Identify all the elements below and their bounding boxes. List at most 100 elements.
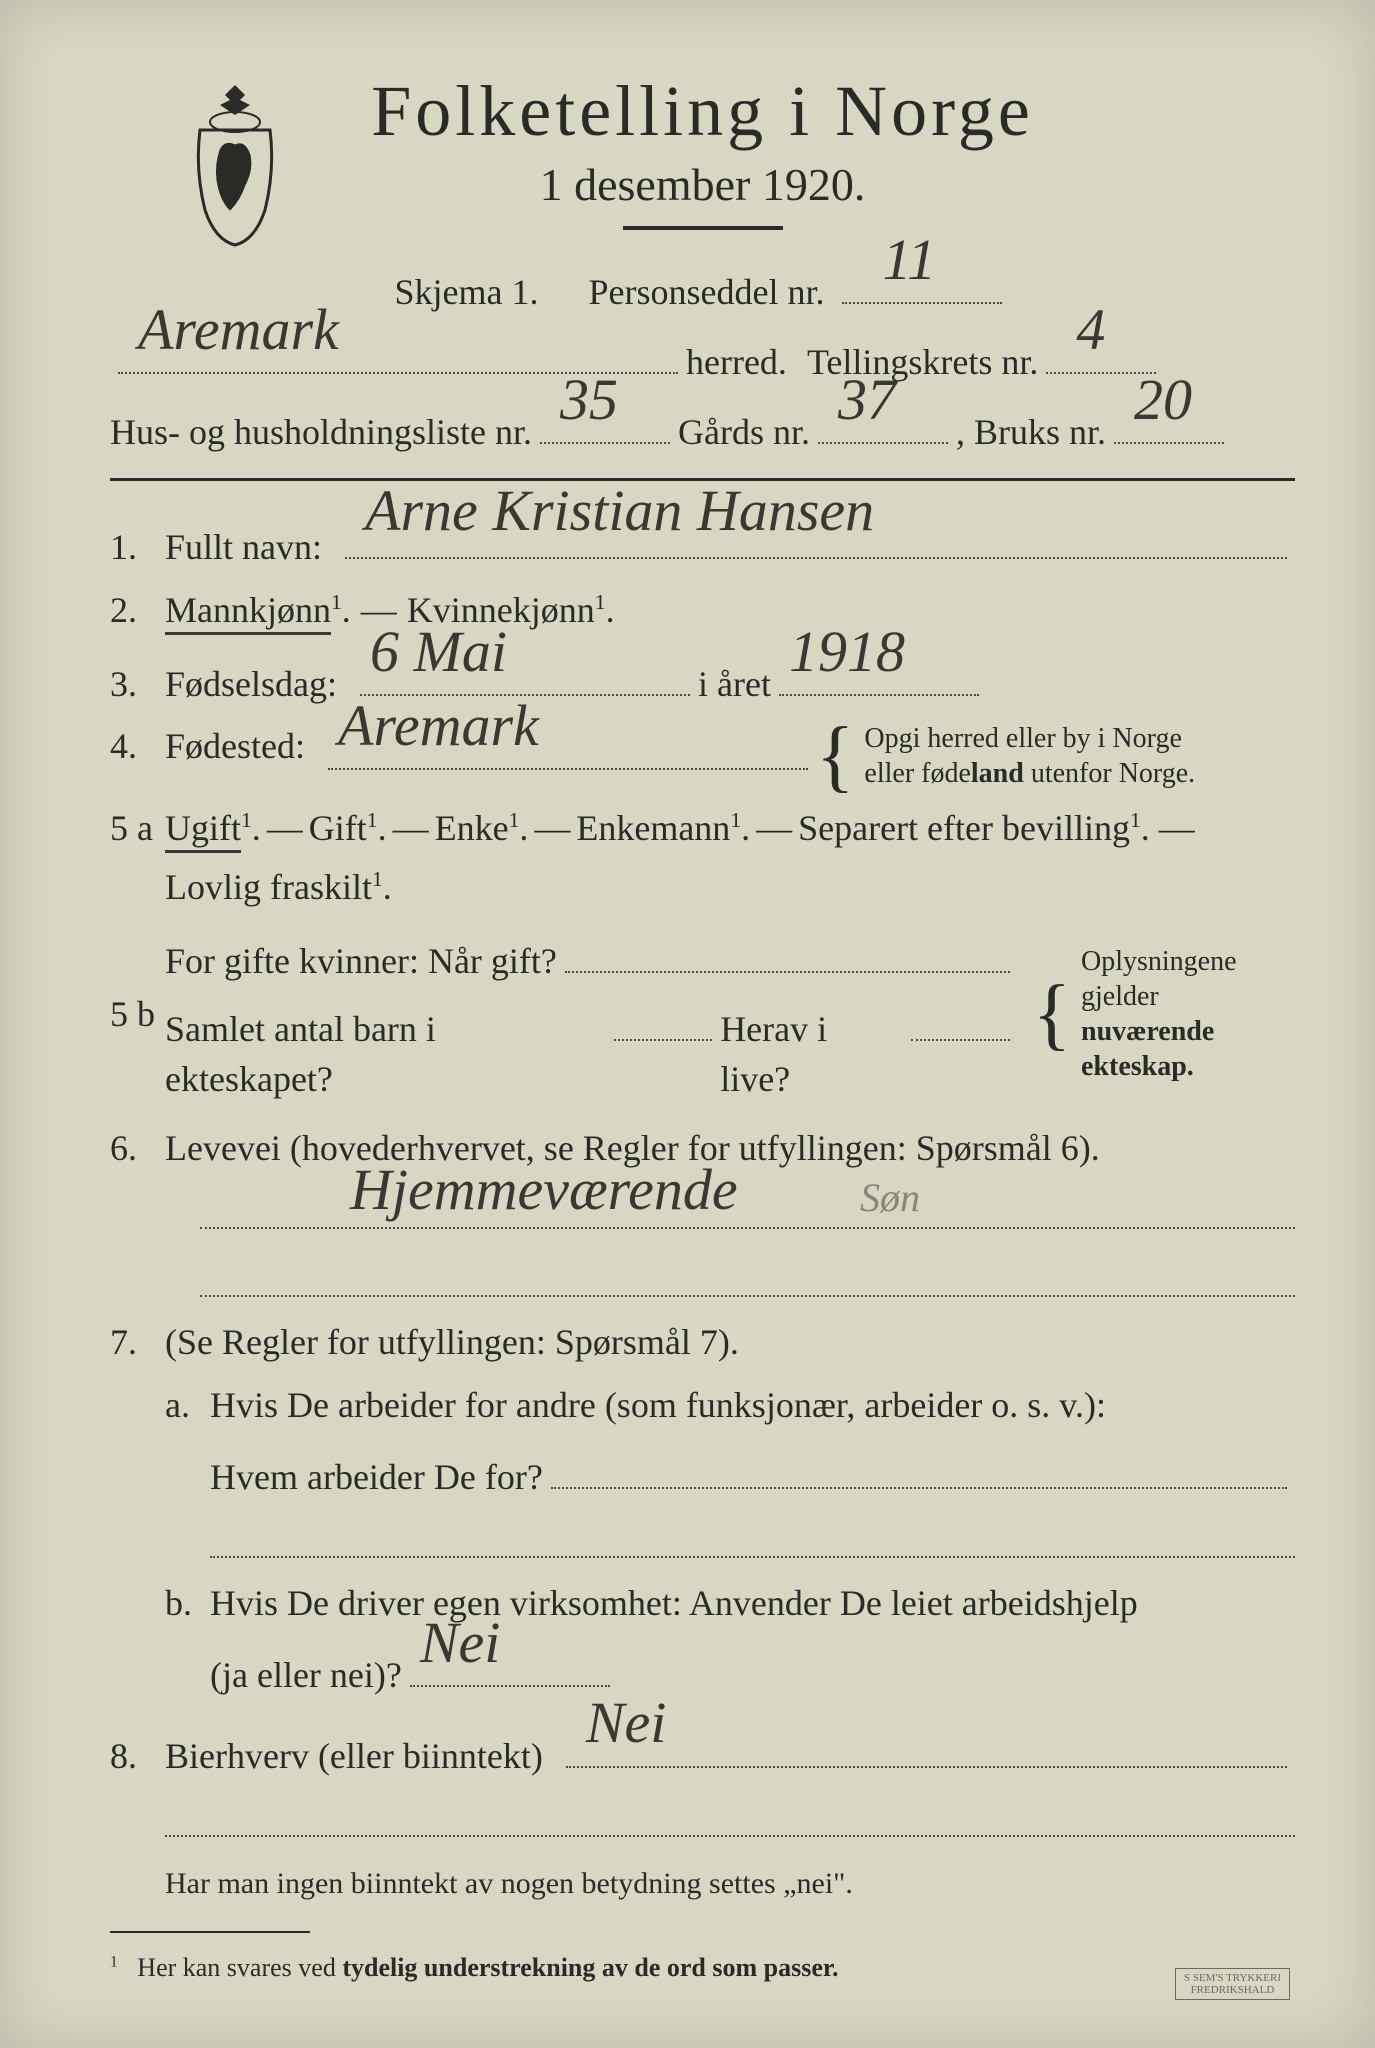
q7a-row1: a. Hvis De arbeider for andre (som funks… [165,1380,1295,1430]
footnote-rule [110,1931,310,1933]
personseddel-value: 11 [882,219,936,300]
sep: — [534,803,570,853]
q7b-label: b. [165,1578,210,1628]
q2-num: 2. [110,585,165,635]
q4-sidenote-l1: Opgi herred eller by i Norge [864,721,1195,756]
q7b-value: Nei [420,1602,501,1683]
q6-value-suffix: Søn [860,1174,920,1221]
q1-num: 1. [110,522,165,572]
q1-row: 1. Fullt navn: Arne Kristian Hansen [110,511,1295,573]
q7a-text1: Hvis De arbeider for andre (som funksjon… [210,1380,1106,1430]
q3-num: 3. [110,659,165,709]
q5b-field1 [565,924,1010,973]
q3-row: 3. Fødselsdag: 6 Mai i året 1918 [110,647,1295,709]
q7a-field2 [210,1510,1295,1558]
q4-label: Fødested: [165,721,305,771]
bruks-label: , Bruks nr. [956,407,1106,457]
q7a-field [551,1440,1287,1489]
bruks-value: 20 [1134,359,1192,440]
q7-row: 7. (Se Regler for utfyllingen: Spørsmål … [110,1317,1295,1367]
q2-opt1: Mannkjønn1. [165,585,351,635]
printer-mark: S SEM'S TRYKKERI FREDRIKSHALD [1175,1968,1290,2000]
q5a-num: 5 a [110,803,165,853]
q5a-opt6: Lovlig fraskilt1. [165,862,392,912]
husliste-field: 35 [540,395,670,444]
q5b-side-l2: gjelder nuværende [1081,979,1295,1049]
q7-label: (Se Regler for utfyllingen: Spørsmål 7). [165,1317,739,1367]
printer-l1: S SEM'S TRYKKERI [1184,1972,1281,1984]
q5b-label1: For gifte kvinner: Når gift? [165,936,557,986]
q7b-text2: (ja eller nei)? [210,1650,402,1700]
q3-day-value: 6 Mai [370,611,507,692]
bruks-field: 20 [1114,395,1224,444]
title-divider [623,226,783,230]
herred-label: herred. [686,337,787,387]
footer-note1: Har man ingen biinntekt av nogen betydni… [165,1867,1295,1901]
q3-mid-label: i året [698,659,771,709]
q7b-row2: (ja eller nei)? Nei [165,1639,1295,1701]
q3-label: Fødselsdag: [165,659,337,709]
q3-year-value: 1918 [789,611,905,692]
q5b-side-l1: Oplysningene [1081,944,1295,979]
sep: — [393,803,429,853]
q4-sidenote: { Opgi herred eller by i Norge eller fød… [816,721,1195,791]
gards-label: Gårds nr. [678,407,810,457]
q5a-opt3: Enke1. [435,803,529,853]
q8-field: Nei [566,1719,1287,1768]
q5a-row1: 5 a Ugift1. — Gift1. — Enke1. — Enkemann… [110,803,1295,853]
q5b-num: 5 b [110,989,165,1039]
q3-year-field: 1918 [779,647,979,696]
q8-num: 8. [110,1731,165,1781]
q1-field: Arne Kristian Hansen [345,511,1287,560]
q5b-side-l3: ekteskap. [1081,1049,1295,1084]
q5b-field3 [911,992,1009,1041]
q5b-sidenote: { Oplysningene gjelder nuværende ekteska… [1033,944,1295,1084]
q4-num: 4. [110,721,165,771]
q4-row: 4. Fødested: Aremark { Opgi herred eller… [110,721,1295,791]
q5a-opt4: Enkemann1. [576,803,750,853]
personseddel-label: Personseddel nr. [589,267,825,317]
footnote: 1 Her kan svares ved tydelig understrekn… [110,1953,1295,1983]
q6-field-l2 [200,1249,1295,1297]
q1-value: Arne Kristian Hansen [365,470,874,551]
q5a-row2: Lovlig fraskilt1. [165,862,1295,912]
q8-row: 8. Bierhverv (eller biinntekt) Nei [110,1719,1295,1781]
q4-sidenote-l2: eller fødeland utenfor Norge. [864,756,1195,791]
q5b-label2: Samlet antal barn i ekteskapet? [165,1004,606,1105]
herred-value: Aremark [138,289,339,370]
q7a-text2: Hvem arbeider De for? [210,1452,543,1502]
q8-field2 [165,1789,1295,1837]
q4-field: Aremark [328,721,808,770]
q5a-opt1: Ugift1. [165,803,261,853]
q8-label: Bierhverv (eller biinntekt) [165,1731,543,1781]
q7b-row1: b. Hvis De driver egen virksomhet: Anven… [165,1578,1295,1628]
q6-num: 6. [110,1123,165,1173]
q7b-text1: Hvis De driver egen virksomhet: Anvender… [210,1578,1138,1628]
tellingskrets-value: 4 [1076,289,1105,370]
row-herred: Aremark herred. Tellingskrets nr. 4 [110,325,1295,387]
personseddel-field: 11 [842,255,1002,304]
q6-field-l1: Hjemmeværende Søn [200,1181,1295,1229]
gards-value: 37 [838,359,896,440]
coat-of-arms-icon [175,80,295,250]
q5b-label3: Herav i live? [720,1004,903,1105]
brace-icon: { [1033,994,1071,1034]
row-husliste: Hus- og husholdningsliste nr. 35 Gårds n… [110,395,1295,457]
q5b-row1: 5 b For gifte kvinner: Når gift? Samlet … [110,924,1295,1105]
header: Folketelling i Norge 1 desember 1920. [110,70,1295,230]
q7b-field: Nei [410,1639,610,1688]
q5a-opt2: Gift1. [309,803,387,853]
q4-value: Aremark [338,685,539,766]
husliste-value: 35 [560,359,618,440]
sep: — [267,803,303,853]
q7a-row2: Hvem arbeider De for? [165,1440,1295,1502]
q2-row: 2. Mannkjønn1. — Kvinnekjønn1. [110,585,1295,635]
q5b-field2 [614,992,712,1041]
husliste-label: Hus- og husholdningsliste nr. [110,407,532,457]
q6-value: Hjemmeværende [350,1156,738,1223]
sep: — [756,803,792,853]
census-form-page: Folketelling i Norge 1 desember 1920. Sk… [0,0,1375,2048]
gards-field: 37 [818,395,948,444]
skjema-label: Skjema 1. [395,267,539,317]
printer-l2: FREDRIKSHALD [1184,1984,1281,1996]
